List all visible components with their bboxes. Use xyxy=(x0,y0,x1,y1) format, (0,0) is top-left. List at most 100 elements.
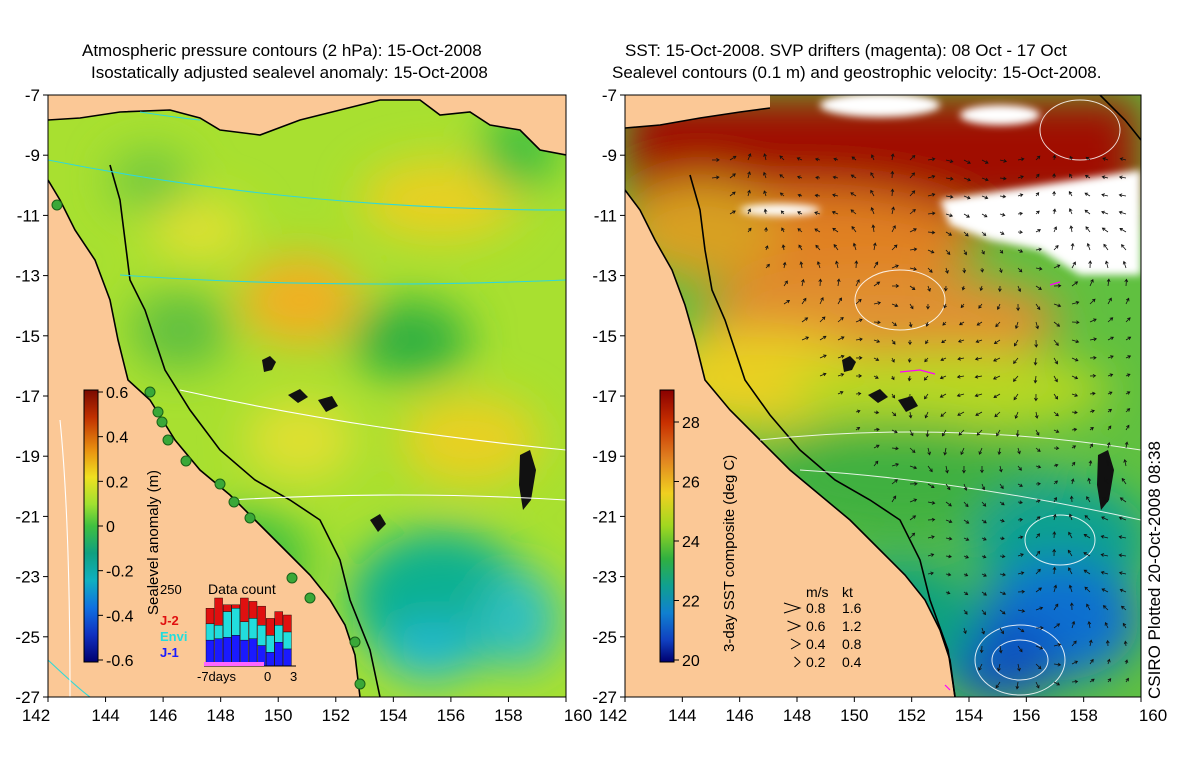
velocity-vector xyxy=(999,591,1007,595)
velocity-vector xyxy=(1035,663,1042,670)
velocity-vector xyxy=(1052,566,1057,575)
velocity-vector xyxy=(1121,477,1127,485)
velocity-vector xyxy=(1107,336,1115,341)
right-colorbar-tick-label: 24 xyxy=(682,534,700,551)
velocity-vector xyxy=(962,465,966,474)
velocity-vector xyxy=(1083,534,1091,539)
velocity-vector xyxy=(1053,283,1062,288)
velocity-vector xyxy=(1089,318,1097,323)
velocity-vector xyxy=(981,231,987,237)
speed-legend-rows: 0.8 1.6 0.6 1.2 0.4 0.8 0.2 0.4 xyxy=(783,600,862,670)
velocity-vector xyxy=(927,553,935,557)
left-colorbar: 0.6 0.4 0.2 0 -0.2 -0.4 -0.6 Sealevel anomaly … xyxy=(83,385,162,670)
velocity-vector xyxy=(963,213,970,218)
velocity-vector xyxy=(1053,603,1059,611)
velocity-vector xyxy=(1071,320,1080,325)
velocity-vector xyxy=(1053,339,1059,346)
velocity-vector xyxy=(814,157,821,162)
velocity-vector xyxy=(1017,157,1025,162)
inset-bar-envi xyxy=(248,618,258,640)
inset-x-label-zero: 0 xyxy=(264,669,271,684)
velocity-vector xyxy=(1089,443,1093,449)
velocity-vector xyxy=(1122,260,1127,269)
velocity-vector xyxy=(1071,357,1079,362)
velocity-vector xyxy=(1053,411,1059,417)
velocity-vector xyxy=(998,645,1003,654)
velocity-vector xyxy=(890,153,895,161)
velocity-vector xyxy=(1084,209,1091,215)
velocity-vector xyxy=(927,157,936,162)
velocity-vector xyxy=(779,174,785,179)
velocity-vector xyxy=(963,249,967,256)
left-title-line1: Atmospheric pressure contours (2 hPa): 1… xyxy=(82,41,482,60)
velocity-vector xyxy=(926,303,930,310)
inset-bar-j1 xyxy=(266,652,275,667)
velocity-vector xyxy=(1053,662,1062,667)
velocity-vector xyxy=(1118,175,1127,180)
velocity-vector xyxy=(796,175,803,180)
velocity-vector xyxy=(908,340,912,346)
velocity-vector xyxy=(999,231,1005,235)
velocity-vector xyxy=(1053,496,1057,503)
velocity-vector xyxy=(909,447,916,454)
velocity-vector xyxy=(1107,355,1114,359)
velocity-vector xyxy=(1035,321,1040,330)
velocity-vector xyxy=(819,316,826,323)
velocity-vector xyxy=(797,193,803,198)
velocity-vector xyxy=(945,267,949,274)
velocity-vector xyxy=(1102,605,1109,611)
velocity-vector xyxy=(1017,500,1023,505)
left-colorbar-label: Sealevel anomaly (m) xyxy=(145,470,162,615)
left-map-lon-label: 154 xyxy=(379,706,407,725)
velocity-vector xyxy=(1069,173,1073,179)
velocity-vector xyxy=(924,357,929,363)
velocity-vector xyxy=(1071,679,1079,684)
velocity-vector xyxy=(891,411,897,417)
velocity-vector xyxy=(997,285,1002,293)
left-colorbar-tick-label: -0.2 xyxy=(106,564,134,581)
velocity-vector xyxy=(976,429,983,436)
velocity-vector xyxy=(837,391,844,395)
velocity-vector xyxy=(927,249,935,254)
velocity-vector xyxy=(956,393,965,397)
velocity-vector xyxy=(1089,391,1096,396)
velocity-vector xyxy=(1084,586,1091,593)
velocity-vector xyxy=(890,188,895,197)
velocity-vector xyxy=(1124,441,1129,449)
velocity-vector xyxy=(981,213,988,218)
velocity-vector xyxy=(945,194,954,199)
velocity-vector xyxy=(832,227,839,233)
velocity-vector xyxy=(959,321,965,326)
velocity-vector xyxy=(1017,483,1023,487)
velocity-vector xyxy=(1053,643,1062,647)
velocity-vector xyxy=(711,175,720,180)
left-colorbar-bar xyxy=(83,389,99,663)
velocity-vector xyxy=(1122,622,1127,629)
velocity-vector xyxy=(999,249,1004,254)
velocity-vector xyxy=(855,391,862,396)
velocity-vector xyxy=(1035,155,1041,161)
velocity-vector xyxy=(997,663,1001,672)
left-map-lon-label: 152 xyxy=(322,706,350,725)
velocity-vector xyxy=(1017,285,1022,293)
velocity-vector xyxy=(816,261,821,269)
velocity-vector xyxy=(927,483,935,488)
velocity-vector xyxy=(892,284,900,288)
velocity-vector xyxy=(1107,408,1113,413)
velocity-vector xyxy=(942,429,947,437)
right-map-reefs xyxy=(842,356,1114,510)
right-map-drifter-tracks xyxy=(899,281,1061,691)
velocity-vector xyxy=(909,481,918,486)
velocity-vector xyxy=(1053,357,1058,365)
inset-bar-j1 xyxy=(214,638,223,667)
velocity-vector xyxy=(1120,244,1127,251)
velocity-vector xyxy=(945,231,953,236)
speed-legend-ms: 0.6 xyxy=(806,618,826,634)
velocity-vector xyxy=(1102,157,1109,161)
velocity-vector xyxy=(1035,626,1044,630)
velocity-vector xyxy=(1017,267,1023,273)
credit-text: CSIRO Plotted 20-Oct-2008 08:38 xyxy=(1145,441,1164,699)
inset-bar-envi xyxy=(257,625,266,646)
velocity-vector xyxy=(796,157,803,161)
velocity-vector xyxy=(801,278,805,287)
